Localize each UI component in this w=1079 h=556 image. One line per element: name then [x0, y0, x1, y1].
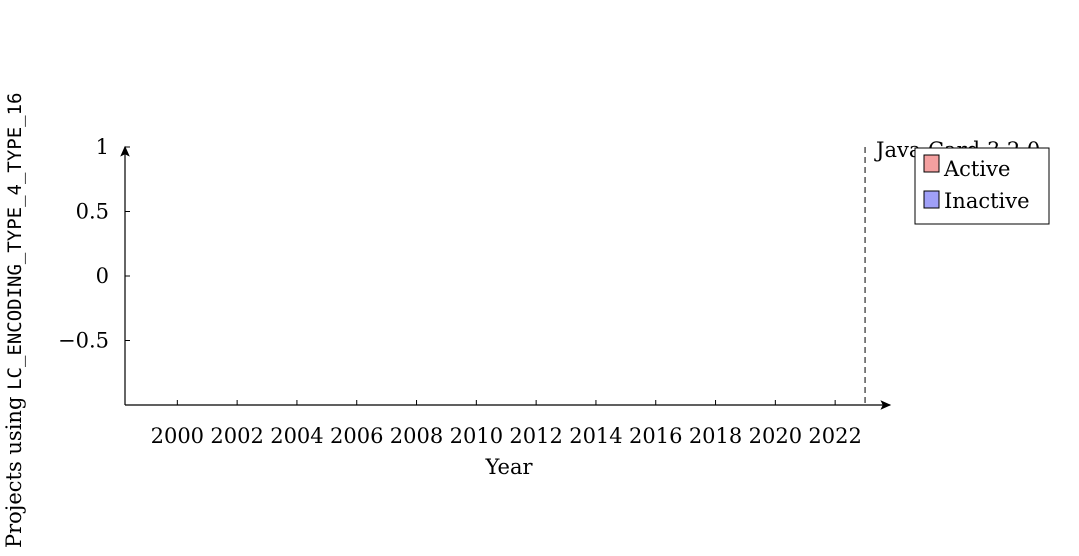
x-tick-label: 2000 [151, 424, 204, 448]
y-tick-label: 0.5 [76, 200, 109, 224]
x-tick-label: 2010 [450, 424, 503, 448]
x-tick-label: 2020 [749, 424, 802, 448]
x-tick-label: 2008 [390, 424, 443, 448]
y-ticks: 1 0.5 0 −0.5 [58, 135, 130, 353]
y-tick-label: −0.5 [58, 329, 109, 353]
x-tick-label: 2014 [569, 424, 622, 448]
x-axis-label: Year [484, 455, 533, 479]
x-tick-label: 2018 [689, 424, 742, 448]
legend-swatch-active [923, 154, 940, 173]
x-tick-label: 2012 [509, 424, 562, 448]
x-tick-label: 2004 [270, 424, 323, 448]
legend-label-active: Active [943, 157, 1010, 181]
x-ticks: 2000 2002 2004 2006 2008 2010 2012 2014 2016 2018… [151, 400, 862, 448]
x-tick-label: 2016 [629, 424, 682, 448]
y-axis-label: Projects using LC_ENCODING_TYPE_4_TYPE_1… [2, 93, 26, 549]
x-tick-label: 2006 [330, 424, 383, 448]
legend-swatch-inactive [923, 190, 940, 209]
y-tick-label: 0 [96, 264, 109, 288]
legend-label-inactive: Inactive [944, 189, 1030, 213]
x-tick-label: 2002 [210, 424, 263, 448]
legend: Active Inactive [914, 147, 1050, 225]
y-tick-label: 1 [96, 135, 109, 159]
x-tick-label: 2022 [808, 424, 861, 448]
